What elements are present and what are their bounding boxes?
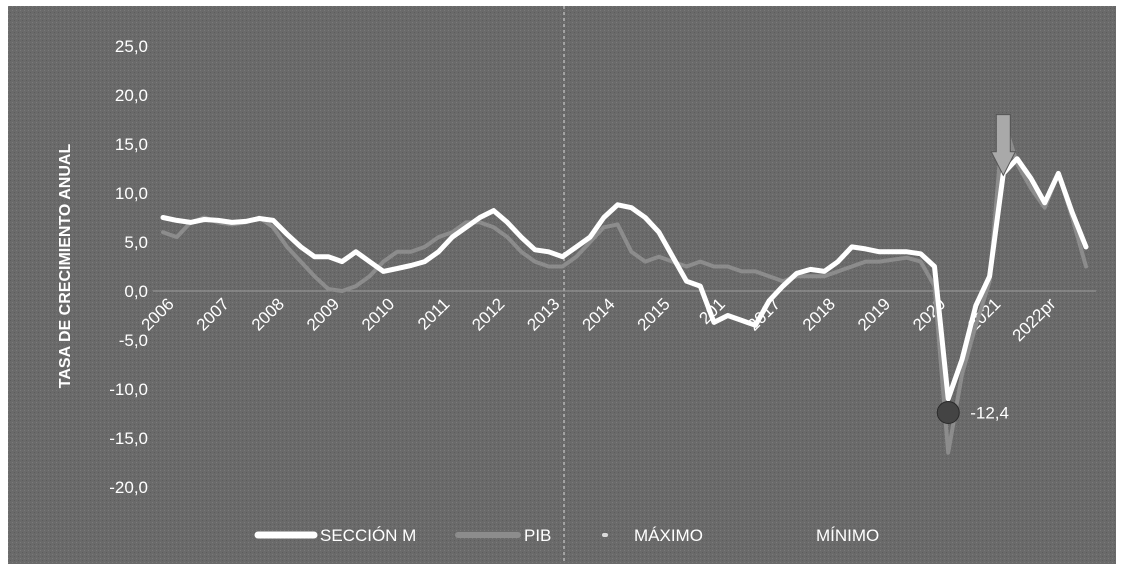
y-tick-label: -5,0: [119, 331, 148, 350]
series-lines: [160, 117, 1089, 455]
y-tick-label: 15,0: [115, 135, 148, 154]
legend-label: MÁXIMO: [634, 526, 703, 545]
legend-label: MÍNIMO: [816, 526, 879, 545]
y-tick-label: 25,0: [115, 37, 148, 56]
chart-frame: TASA DE CRECIMIENTO ANUAL 25,0 20,0 15,0 10…: [8, 6, 1116, 564]
y-tick-label: 20,0: [115, 86, 148, 105]
y-tick-label: -10,0: [109, 380, 148, 399]
legend: SECCIÓN M PIB MÁXIMO MÍNIMO: [254, 526, 879, 545]
series-line-seccion-m: [160, 156, 1089, 402]
y-tick-label: 5,0: [124, 233, 148, 252]
maximo-marker: [990, 114, 1017, 177]
y-tick-label: 10,0: [115, 184, 148, 203]
y-ticks: 25,0 20,0 15,0 10,0 5,0 0,0 -5,0 -10,0 -15,0 -20,…: [109, 37, 148, 497]
series-line-pib: [161, 117, 1088, 455]
legend-label: PIB: [524, 526, 551, 545]
minimo-marker: [936, 401, 960, 425]
extreme-markers: -12,4: [936, 114, 1017, 425]
line-chart: TASA DE CRECIMIENTO ANUAL 25,0 20,0 15,0 10…: [8, 6, 1116, 564]
legend-label: SECCIÓN M: [320, 526, 416, 545]
y-tick-label: 0,0: [124, 282, 148, 301]
y-axis-title: TASA DE CRECIMIENTO ANUAL: [57, 144, 74, 389]
plot-background: [8, 6, 1116, 564]
y-tick-label: -15,0: [109, 429, 148, 448]
minimo-annotation: -12,4: [970, 404, 1009, 423]
y-tick-label: -20,0: [109, 478, 148, 497]
